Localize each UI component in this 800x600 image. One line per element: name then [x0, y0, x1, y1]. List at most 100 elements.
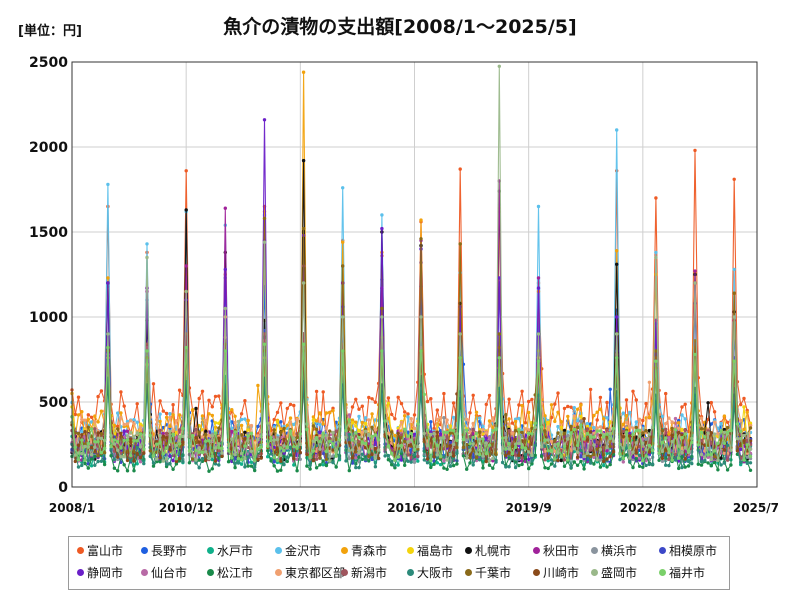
data-point	[89, 457, 94, 461]
data-point	[246, 464, 250, 468]
data-point	[328, 439, 332, 444]
data-point	[611, 439, 616, 443]
data-point	[132, 459, 136, 463]
data-point	[416, 444, 420, 449]
data-point	[80, 463, 84, 468]
data-point	[282, 454, 286, 458]
data-point	[484, 441, 488, 445]
data-point	[562, 406, 567, 411]
data-point	[530, 432, 534, 436]
data-point	[461, 445, 466, 450]
data-point	[89, 453, 94, 457]
data-point	[559, 420, 563, 424]
data-point	[745, 443, 749, 447]
data-point	[220, 446, 224, 451]
data-point	[73, 412, 78, 417]
data-point	[507, 397, 511, 401]
chart-title: 魚介の漬物の支出額[2008/1～2025/5]	[223, 16, 577, 38]
legend-item: 秋田市	[533, 544, 579, 558]
y-tick-label: 1500	[29, 225, 68, 241]
legend-label: 青森市	[351, 544, 388, 558]
data-point	[132, 469, 136, 473]
data-point	[337, 456, 342, 460]
data-point	[677, 421, 681, 425]
data-point	[543, 414, 547, 418]
data-point	[409, 460, 413, 464]
data-point	[282, 426, 286, 431]
data-point	[732, 315, 736, 319]
data-point	[641, 431, 645, 435]
data-point	[76, 431, 81, 436]
data-point	[93, 440, 97, 444]
data-point	[138, 425, 143, 429]
data-point	[151, 454, 156, 458]
data-point	[556, 435, 560, 440]
data-point	[634, 398, 638, 402]
data-point	[142, 447, 146, 451]
data-point	[380, 306, 384, 311]
data-point	[109, 454, 113, 458]
data-point	[324, 433, 329, 438]
data-point	[435, 443, 439, 448]
data-point	[295, 469, 299, 473]
data-point	[595, 426, 599, 430]
legend-item: 盛岡市	[591, 566, 637, 580]
data-point	[628, 456, 632, 460]
data-point	[89, 415, 94, 419]
data-point	[360, 440, 364, 444]
data-point	[556, 458, 560, 463]
data-point	[93, 427, 97, 431]
data-point	[497, 276, 501, 280]
x-tick-label: 2022/8	[620, 501, 666, 515]
data-point	[677, 466, 681, 471]
data-point	[432, 437, 436, 441]
data-point	[742, 458, 746, 462]
data-point	[595, 410, 599, 414]
data-point	[494, 460, 498, 464]
data-point	[363, 457, 368, 462]
data-point	[403, 427, 407, 431]
data-point	[468, 453, 472, 457]
data-point	[145, 342, 149, 346]
data-point	[471, 442, 475, 446]
data-point	[122, 438, 126, 443]
data-point	[386, 458, 391, 462]
data-point	[191, 457, 195, 461]
data-point	[324, 449, 329, 454]
data-point	[605, 457, 609, 461]
data-point	[631, 450, 635, 454]
data-point	[706, 455, 710, 459]
data-point	[628, 410, 632, 415]
data-point	[435, 430, 439, 434]
data-point	[155, 459, 159, 464]
data-point	[582, 417, 586, 421]
data-point	[337, 438, 342, 442]
data-point	[451, 415, 456, 420]
data-point	[83, 444, 87, 449]
data-point	[305, 427, 309, 432]
data-point	[262, 240, 267, 244]
data-point	[135, 452, 139, 456]
data-point	[699, 430, 704, 434]
data-point	[354, 465, 358, 470]
data-point	[158, 440, 162, 444]
data-point	[233, 430, 237, 434]
data-point	[628, 425, 632, 429]
data-point	[161, 409, 165, 413]
data-point	[605, 449, 609, 453]
data-point	[507, 447, 511, 451]
data-point	[553, 457, 557, 461]
data-point	[546, 420, 550, 424]
data-point	[262, 118, 267, 122]
data-point	[474, 452, 479, 456]
data-point	[673, 458, 678, 462]
data-point	[341, 349, 345, 353]
data-point	[373, 456, 378, 460]
data-point	[605, 432, 609, 436]
data-point	[631, 426, 635, 430]
data-point	[455, 451, 459, 455]
data-point	[236, 456, 241, 461]
data-point	[184, 208, 188, 212]
data-point	[292, 436, 296, 440]
data-point	[644, 437, 648, 441]
